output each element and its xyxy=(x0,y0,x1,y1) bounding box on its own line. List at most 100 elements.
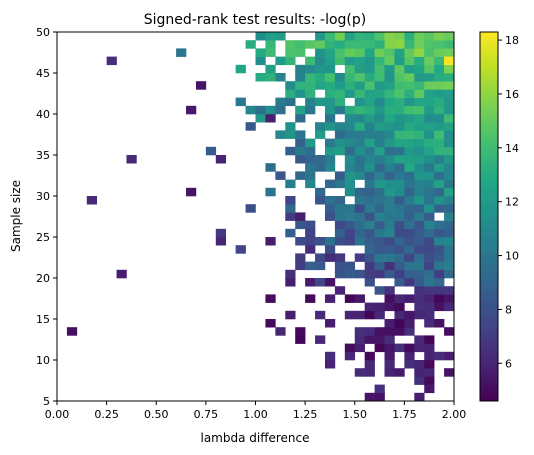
y-tick-label: 10 xyxy=(36,354,50,367)
heatmap-cell xyxy=(265,32,276,41)
heatmap-cell xyxy=(414,81,425,90)
heatmap-cell xyxy=(374,32,385,41)
heatmap-cell xyxy=(394,253,405,262)
heatmap-cell xyxy=(384,89,395,98)
heatmap-cell xyxy=(354,368,365,377)
heatmap-cell xyxy=(265,114,276,123)
heatmap-cell xyxy=(444,204,455,213)
heatmap-cells xyxy=(66,32,455,402)
heatmap-cell xyxy=(394,204,405,213)
heatmap-cell xyxy=(235,64,246,74)
heatmap-cell xyxy=(245,122,256,131)
heatmap-cell xyxy=(434,105,445,115)
heatmap-cell xyxy=(354,310,365,320)
heatmap-cell xyxy=(384,114,395,123)
heatmap-cell xyxy=(295,73,306,82)
heatmap-cell xyxy=(404,269,415,279)
heatmap-cell xyxy=(344,138,356,148)
heatmap-cell xyxy=(424,228,435,238)
heatmap-cell xyxy=(444,32,455,41)
heatmap-cell xyxy=(334,89,346,98)
heatmap-cell xyxy=(374,48,385,57)
heatmap-cell xyxy=(414,360,425,369)
heatmap-cell xyxy=(315,81,326,90)
heatmap-cell xyxy=(295,40,306,49)
heatmap-cell xyxy=(295,171,306,180)
heatmap-cell xyxy=(384,269,395,279)
heatmap-cell xyxy=(195,81,207,90)
heatmap-cell xyxy=(315,56,326,66)
heatmap-cell xyxy=(404,105,415,115)
heatmap-cell xyxy=(414,278,425,287)
y-tick-label: 25 xyxy=(36,231,50,244)
heatmap-cell xyxy=(424,196,435,205)
heatmap-cell xyxy=(424,343,435,353)
heatmap-cell xyxy=(404,278,415,287)
heatmap-cell xyxy=(424,384,435,394)
heatmap-cell xyxy=(364,196,375,205)
heatmap-cell xyxy=(384,253,395,262)
heatmap-cell xyxy=(344,64,356,74)
heatmap-cell xyxy=(305,105,316,115)
heatmap-cell xyxy=(444,138,455,148)
heatmap-cell xyxy=(374,286,385,295)
heatmap-cell xyxy=(404,32,415,41)
heatmap-cell xyxy=(384,335,395,344)
heatmap-cell xyxy=(354,335,365,344)
heatmap-cell xyxy=(424,179,435,189)
heatmap-cell xyxy=(434,97,445,107)
heatmap-cell xyxy=(334,130,346,139)
heatmap-cell xyxy=(334,237,346,246)
y-axis-label: Sample size xyxy=(9,180,23,252)
heatmap-cell xyxy=(434,179,445,189)
heatmap-cell xyxy=(344,237,356,246)
heatmap-cell xyxy=(444,48,455,57)
heatmap-cell xyxy=(344,155,356,164)
heatmap-cell xyxy=(324,40,336,49)
heatmap-cell xyxy=(265,163,276,172)
heatmap-cell xyxy=(275,73,286,82)
heatmap-cell xyxy=(424,351,435,361)
heatmap-cell xyxy=(315,196,326,205)
heatmap-cell xyxy=(424,220,435,230)
heatmap-cell xyxy=(255,48,266,57)
heatmap-cell xyxy=(334,253,346,262)
heatmap-cell xyxy=(394,73,405,82)
heatmap-cell xyxy=(384,286,395,295)
heatmap-cell xyxy=(285,56,296,66)
heatmap-cell xyxy=(324,360,336,369)
heatmap-cell xyxy=(364,392,375,402)
heatmap-cell xyxy=(404,81,415,90)
heatmap-cell xyxy=(444,327,455,336)
heatmap-cell xyxy=(374,269,385,279)
heatmap-cell xyxy=(364,237,375,246)
heatmap-cell xyxy=(324,81,336,90)
heatmap-cell xyxy=(295,261,306,271)
heatmap-cell xyxy=(305,89,316,98)
heatmap-cell xyxy=(285,122,296,131)
heatmap-cell xyxy=(394,302,405,312)
heatmap-cell xyxy=(394,64,405,74)
heatmap-cell xyxy=(344,73,356,82)
heatmap-cell xyxy=(305,97,316,107)
heatmap-cell xyxy=(404,351,415,361)
heatmap-cell xyxy=(404,237,415,246)
heatmap-cell xyxy=(334,228,346,238)
heatmap-cell xyxy=(414,56,425,66)
heatmap-cell xyxy=(384,302,395,312)
heatmap-cell xyxy=(285,89,296,98)
heatmap-cell xyxy=(354,294,365,303)
heatmap-cell xyxy=(394,278,405,287)
heatmap-cell xyxy=(444,105,455,115)
heatmap-cell xyxy=(344,146,356,156)
heatmap-cell xyxy=(434,187,445,197)
heatmap-cell xyxy=(354,269,365,279)
heatmap-cell xyxy=(394,56,405,66)
heatmap-cell xyxy=(305,228,316,238)
heatmap-cell xyxy=(414,130,425,139)
heatmap-cell xyxy=(424,32,435,41)
heatmap-cell xyxy=(404,40,415,49)
heatmap-cell xyxy=(265,73,276,82)
heatmap-cell xyxy=(424,319,435,328)
